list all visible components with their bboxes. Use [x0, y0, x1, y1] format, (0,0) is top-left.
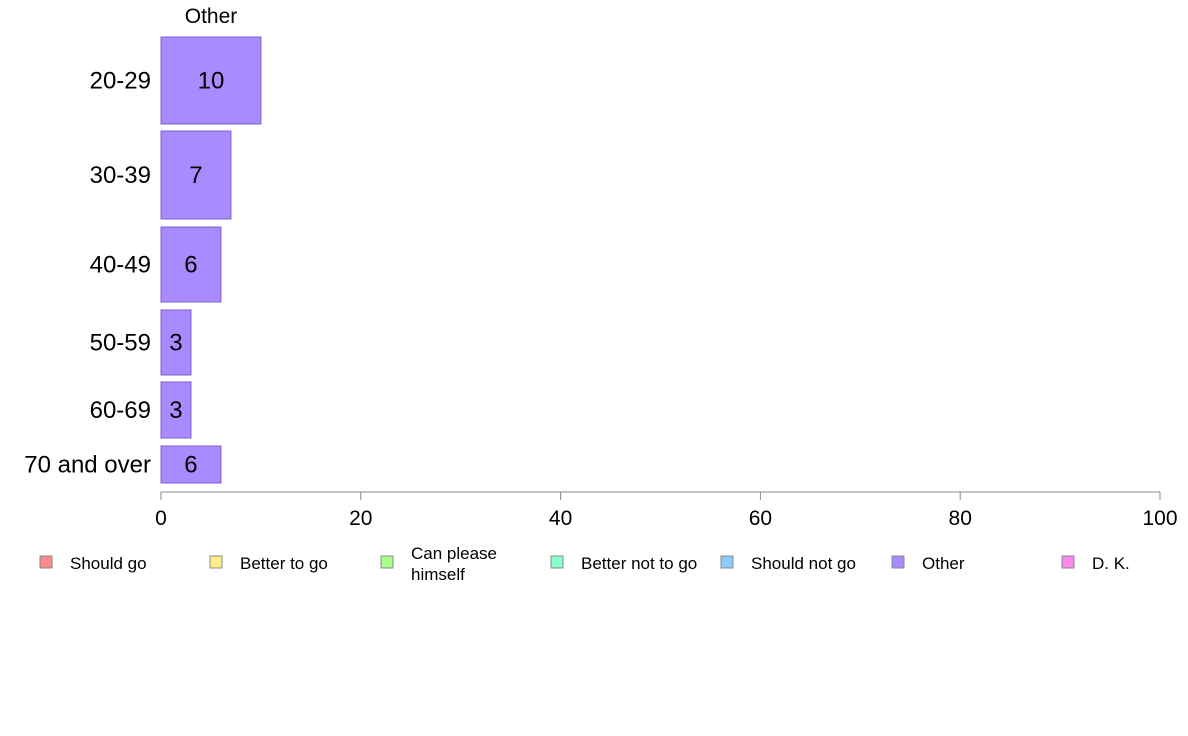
category-label: 30-39	[90, 162, 151, 189]
x-tick-label: 0	[155, 507, 167, 530]
legend-item: Can please himself	[380, 544, 497, 584]
bar-value-label: 6	[184, 452, 197, 479]
legend-swatch	[891, 555, 905, 569]
bar-value-label: 3	[169, 330, 182, 357]
legend-label: Should go	[70, 554, 147, 573]
category-label: 70 and over	[24, 452, 151, 479]
bar-40-49	[160, 226, 222, 303]
bar-70-and-over	[160, 445, 222, 484]
x-tick-label: 80	[949, 507, 972, 530]
bar-50-59	[160, 309, 192, 376]
bar-value-label: 10	[198, 68, 225, 95]
x-tick-label: 60	[749, 507, 772, 530]
category-label: 50-59	[90, 330, 151, 357]
legend: Should go Better to go Can please himself Be…	[39, 544, 1130, 584]
legend-item: Should go	[39, 554, 147, 573]
category-label: 20-29	[90, 68, 151, 95]
legend-swatch	[209, 555, 223, 569]
x-tick-label: 100	[1142, 507, 1177, 530]
bar-value-label: 6	[184, 252, 197, 279]
bar-60-69	[160, 381, 192, 439]
bar-value-label: 3	[169, 397, 182, 424]
legend-swatch	[380, 555, 394, 569]
legend-item: Better to go	[209, 554, 328, 573]
legend-label: Other	[922, 554, 965, 573]
legend-item: Should not go	[720, 554, 856, 573]
bars-group: 20-29 10 30-39 7 40-49 6 50-59 3 60-69 3 70 and ov…	[24, 36, 262, 484]
bar-30-39	[160, 130, 232, 220]
legend-label: Better to go	[240, 554, 328, 573]
x-axis: 0 20 40 60 80 100	[155, 491, 1178, 530]
bar-20-29	[160, 36, 262, 125]
legend-label: Can please himself	[411, 544, 497, 584]
legend-item: D. K.	[1061, 554, 1130, 573]
legend-swatch	[720, 555, 734, 569]
legend-item: Better not to go	[550, 554, 697, 573]
legend-swatch	[39, 555, 53, 569]
legend-swatch	[1061, 555, 1075, 569]
x-tick-label: 40	[549, 507, 572, 530]
legend-swatch	[550, 555, 564, 569]
legend-label: D. K.	[1092, 554, 1130, 573]
series-title: Other	[185, 5, 238, 28]
legend-label: Better not to go	[581, 554, 697, 573]
category-label: 60-69	[90, 397, 151, 424]
bar-value-label: 7	[189, 162, 202, 189]
legend-label: Should not go	[751, 554, 856, 573]
x-tick-label: 20	[349, 507, 372, 530]
category-label: 40-49	[90, 252, 151, 279]
legend-item: Other	[891, 554, 965, 573]
